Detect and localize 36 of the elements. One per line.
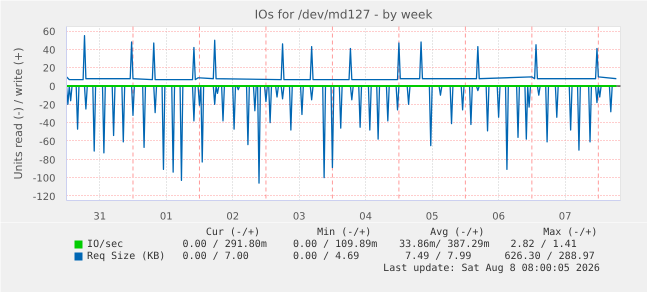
y-tick-label: -100	[32, 174, 56, 185]
text: 0.00 / 291.80m	[182, 239, 267, 250]
text: 0.00 / 109.89m	[293, 239, 378, 250]
x-tick-label: 01	[160, 212, 173, 222]
text: Avg (-/+)	[430, 227, 484, 238]
text: 0.00 / 4.69	[293, 251, 360, 262]
y-tick-label: -60	[39, 136, 56, 148]
x-tick-label: 05	[426, 212, 439, 222]
line-series	[66, 35, 617, 80]
y-tick-label: -120	[32, 192, 56, 203]
y-axis-title: Units read (-) / write (+)	[12, 47, 25, 180]
x-tick-label: 07	[558, 212, 572, 222]
legend-label: IO/sec	[87, 239, 124, 250]
text: 33.86m/ 387.29m	[399, 239, 490, 250]
y-tick-label: 0	[49, 82, 56, 94]
text: Last update: Sat Aug 8 08:00:05 2026	[383, 263, 600, 274]
text: Min (-/+)	[317, 227, 372, 238]
legend-label: Req Size (KB)	[87, 251, 166, 262]
x-tick-label: 04	[359, 212, 372, 222]
text: 626.30 / 288.97	[504, 251, 595, 262]
y-tick-label: -80	[39, 155, 56, 166]
x-tick-label: 31	[93, 212, 106, 222]
text: Cur (-/+)	[206, 227, 260, 238]
text: 2.82 / 1.41	[510, 239, 577, 250]
x-tick-label: 06	[492, 212, 505, 222]
x-tick-label: 02	[226, 212, 240, 222]
y-tick-label: 20	[42, 64, 56, 75]
chart-title: IOs for /dev/md127 - by week	[254, 8, 432, 22]
y-tick-label: -20	[39, 100, 56, 112]
text: 7.49 / 7.99	[405, 251, 472, 262]
y-tick-label: 40	[42, 45, 56, 56]
text: Max (-/+)	[543, 227, 598, 238]
y-tick-label: 60	[42, 27, 56, 38]
x-tick-label: 03	[292, 212, 306, 222]
text: 0.00 / 7.00	[182, 251, 249, 262]
y-tick-label: -40	[39, 118, 56, 130]
